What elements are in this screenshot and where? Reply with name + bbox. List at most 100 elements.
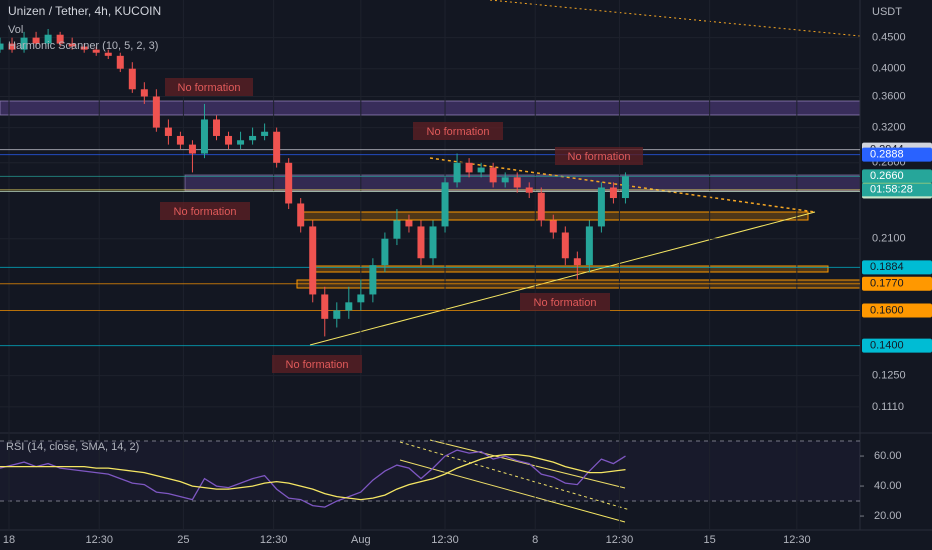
rsi-trendline bbox=[399, 459, 626, 523]
price-label-box bbox=[862, 338, 932, 353]
y-tick-label: 0.4000 bbox=[872, 63, 906, 75]
candle-body bbox=[609, 187, 617, 199]
candle-body bbox=[309, 226, 317, 295]
annotation-box bbox=[413, 122, 503, 140]
annotation-box bbox=[555, 147, 643, 165]
candle-body bbox=[0, 43, 4, 50]
candle-body bbox=[369, 265, 377, 295]
price-label: 0.2888 bbox=[870, 149, 904, 161]
annotation: No formation bbox=[427, 126, 490, 138]
candle-body bbox=[8, 43, 16, 50]
x-tick-label: 12:30 bbox=[431, 534, 459, 546]
candle-body bbox=[513, 177, 521, 188]
annotation: No formation bbox=[174, 206, 237, 218]
x-tick-label: 12:30 bbox=[606, 534, 634, 546]
candle-body bbox=[537, 192, 545, 221]
candle-body bbox=[501, 177, 509, 183]
price-label: 0.1770 bbox=[870, 278, 904, 290]
indicator-label: Harmonic Scanner (10, 5, 2, 3) bbox=[8, 40, 158, 52]
candle-body bbox=[477, 167, 485, 173]
candle-body bbox=[249, 135, 257, 141]
x-tick-label: 15 bbox=[704, 534, 716, 546]
labels: Unizen / Tether, 4h, KUCOIN Vol Harmonic… bbox=[3, 4, 932, 546]
candle-body bbox=[549, 220, 557, 233]
candle-body bbox=[104, 52, 112, 56]
candle-body bbox=[297, 203, 305, 227]
candle-body bbox=[345, 302, 353, 311]
annotation-box bbox=[165, 78, 253, 96]
candle-body bbox=[321, 294, 329, 319]
x-tick-label: 12:30 bbox=[783, 534, 811, 546]
marks bbox=[0, 0, 864, 530]
rsi-tick-label: 60.00 bbox=[874, 450, 902, 462]
x-tick-label: 8 bbox=[532, 534, 538, 546]
candle-body bbox=[20, 37, 28, 50]
candle-body bbox=[453, 162, 461, 183]
price-label: 0.2660 bbox=[870, 170, 904, 182]
candle-body bbox=[225, 135, 233, 145]
trendline bbox=[489, 0, 861, 37]
candle-body bbox=[489, 167, 497, 183]
price-label-box bbox=[862, 276, 932, 291]
chart-title: Unizen / Tether, 4h, KUCOIN bbox=[8, 4, 161, 18]
price-label: 0.1600 bbox=[870, 304, 904, 316]
candle-body bbox=[405, 220, 413, 227]
trendline bbox=[309, 211, 816, 346]
annotation: No formation bbox=[178, 82, 241, 94]
candle-body bbox=[164, 127, 172, 136]
rsi-ma-line bbox=[0, 453, 626, 501]
candle-body bbox=[621, 176, 629, 199]
drawings bbox=[0, 0, 932, 531]
annotation: No formation bbox=[534, 297, 597, 309]
currency: USDT bbox=[872, 6, 902, 18]
countdown: 01:58:28 bbox=[870, 184, 913, 196]
rsi-title: RSI (14, close, SMA, 14, 2) bbox=[6, 441, 139, 453]
candle-body bbox=[32, 37, 40, 44]
rsi-tick-label: 20.00 bbox=[874, 510, 902, 522]
candle-body bbox=[116, 55, 124, 69]
price-label-box bbox=[862, 303, 932, 318]
candle-body bbox=[357, 294, 365, 303]
candle-body bbox=[333, 310, 341, 319]
candle-body bbox=[573, 258, 581, 266]
x-tick-label: 18 bbox=[3, 534, 15, 546]
candle-body bbox=[152, 96, 160, 128]
candle-body bbox=[417, 226, 425, 259]
price-label: 0.1400 bbox=[870, 340, 904, 352]
candle-body bbox=[429, 226, 437, 259]
candle-body bbox=[237, 140, 245, 145]
annotation-box bbox=[520, 293, 610, 311]
y-tick-label: 0.4500 bbox=[872, 32, 906, 44]
y-tick-label: 0.1110 bbox=[872, 401, 904, 413]
candle-body bbox=[44, 34, 52, 44]
candle-body bbox=[92, 49, 100, 53]
candle-body bbox=[561, 232, 569, 259]
price-label-box bbox=[862, 147, 932, 162]
x-tick-label: 25 bbox=[177, 534, 189, 546]
y-tick-label: 0.3600 bbox=[872, 90, 906, 102]
x-tick-label: Aug bbox=[351, 534, 371, 546]
countdown-box bbox=[862, 183, 932, 197]
rsi-trendline bbox=[399, 441, 631, 511]
price-label: 0.1884 bbox=[870, 261, 904, 273]
y-tick-label: 0.1250 bbox=[872, 369, 906, 381]
candle-body bbox=[261, 131, 269, 136]
candle-body bbox=[56, 34, 64, 44]
candle-body bbox=[381, 238, 389, 266]
candle-body bbox=[176, 135, 184, 145]
annotation-box bbox=[272, 355, 362, 373]
candle-body bbox=[80, 46, 88, 50]
x-tick-label: 12:30 bbox=[85, 534, 113, 546]
candle-body bbox=[597, 187, 605, 227]
rsi-line bbox=[0, 449, 626, 508]
candle-body bbox=[393, 220, 401, 239]
annotation-box bbox=[160, 202, 250, 220]
candle-body bbox=[140, 89, 148, 97]
y-tick-label: 0.2100 bbox=[872, 233, 906, 245]
candle-body bbox=[441, 182, 449, 227]
zone bbox=[0, 100, 861, 116]
candle-body bbox=[200, 119, 208, 154]
candle-body bbox=[285, 162, 293, 204]
